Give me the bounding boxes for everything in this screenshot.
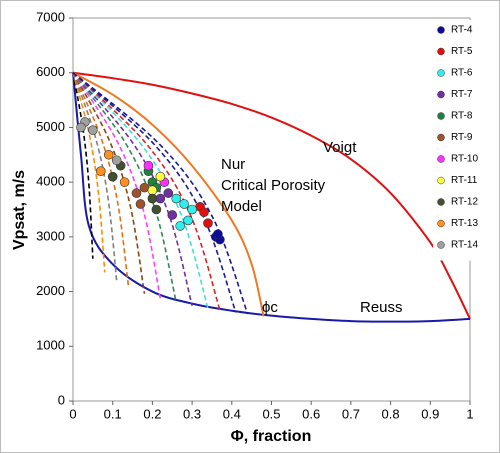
x-tick-label: 0.1 <box>104 406 122 421</box>
annotation: ϕc <box>262 299 278 316</box>
annotation: Model <box>221 198 262 215</box>
data-point <box>163 188 174 198</box>
legend-marker <box>437 133 445 142</box>
data-point <box>143 160 154 171</box>
legend-marker <box>437 69 445 77</box>
x-tick-label: 0.3 <box>183 406 201 421</box>
data-point <box>88 125 98 135</box>
data-point <box>147 193 158 204</box>
dashed-curve <box>72 72 249 315</box>
y-tick-label: 1000 <box>36 338 65 353</box>
dashed-curve <box>72 72 221 311</box>
dashed-curve <box>72 72 193 306</box>
annotation: Nur <box>221 156 245 173</box>
data-point <box>151 204 162 215</box>
legend-marker <box>437 90 445 99</box>
legend-label: RT-8 <box>451 111 473 122</box>
y-tick-label: 7000 <box>36 9 65 24</box>
x-tick-label: 0.7 <box>342 406 360 421</box>
legend-label: RT-11 <box>451 175 478 186</box>
data-point <box>183 215 193 226</box>
legend-marker <box>437 155 445 163</box>
x-tick-label: 0.5 <box>262 406 280 421</box>
legend-marker <box>437 112 445 120</box>
legend-marker <box>437 26 445 34</box>
legend-marker <box>437 198 445 206</box>
data-point <box>203 218 213 228</box>
data-point <box>199 207 209 218</box>
dashed-curve <box>72 72 106 273</box>
y-tick-label: 0 <box>58 392 65 407</box>
data-point <box>147 185 158 196</box>
annotation: Voigt <box>323 139 357 156</box>
legend-marker <box>437 176 445 185</box>
data-point <box>167 210 178 220</box>
legend-label: RT-5 <box>451 46 473 57</box>
legend-marker <box>437 47 445 56</box>
data-point <box>107 171 118 182</box>
legend-label: RT-4 <box>451 25 473 36</box>
x-tick-label: 0.6 <box>302 406 320 421</box>
y-tick-label: 3000 <box>36 228 65 243</box>
x-tick-label: 0.8 <box>382 406 400 421</box>
y-tick-label: 5000 <box>36 119 65 134</box>
x-tick-label: 0 <box>69 406 76 421</box>
y-axis-label: Vpsat, m/s <box>11 170 28 250</box>
x-tick-label: 1 <box>466 406 473 421</box>
annotation: Critical Porosity <box>221 177 326 194</box>
data-point <box>95 166 106 176</box>
legend-label: RT-14 <box>451 240 478 251</box>
data-point <box>76 122 86 133</box>
legend-label: RT-7 <box>451 89 473 100</box>
bound-curve <box>72 72 471 323</box>
dashed-curve <box>72 72 237 313</box>
data-point <box>135 199 146 209</box>
legend-label: RT-10 <box>451 154 478 165</box>
data-point <box>171 193 182 204</box>
dashed-curve <box>72 72 130 288</box>
legend-marker <box>437 241 445 249</box>
data-point <box>179 199 189 209</box>
legend-marker <box>437 219 445 228</box>
data-point <box>111 155 122 166</box>
data-point <box>213 229 223 239</box>
x-axis-label: Φ, fraction <box>231 428 312 445</box>
y-tick-label: 6000 <box>36 64 65 79</box>
data-point <box>187 204 197 215</box>
dashed-curve <box>72 72 146 294</box>
data-point <box>103 149 114 160</box>
data-point <box>131 188 142 198</box>
x-tick-label: 0.2 <box>143 406 161 421</box>
bound-curve <box>72 71 471 320</box>
y-tick-label: 4000 <box>36 174 65 189</box>
data-point <box>155 171 166 182</box>
x-tick-label: 0.4 <box>223 406 241 421</box>
data-point <box>119 177 130 187</box>
legend-label: RT-6 <box>451 68 473 79</box>
dashed-curve <box>72 72 162 299</box>
legend-label: RT-9 <box>451 132 473 143</box>
dashed-curve <box>72 72 178 303</box>
bound-curve <box>72 71 265 317</box>
data-point <box>139 182 150 193</box>
legend-label: RT-12 <box>451 197 478 208</box>
y-tick-label: 2000 <box>36 283 65 298</box>
dashed-curve <box>72 72 94 259</box>
legend-label: RT-13 <box>451 218 478 229</box>
data-point <box>175 221 185 231</box>
annotation: Reuss <box>360 299 403 316</box>
x-tick-label: 0.9 <box>421 406 439 421</box>
